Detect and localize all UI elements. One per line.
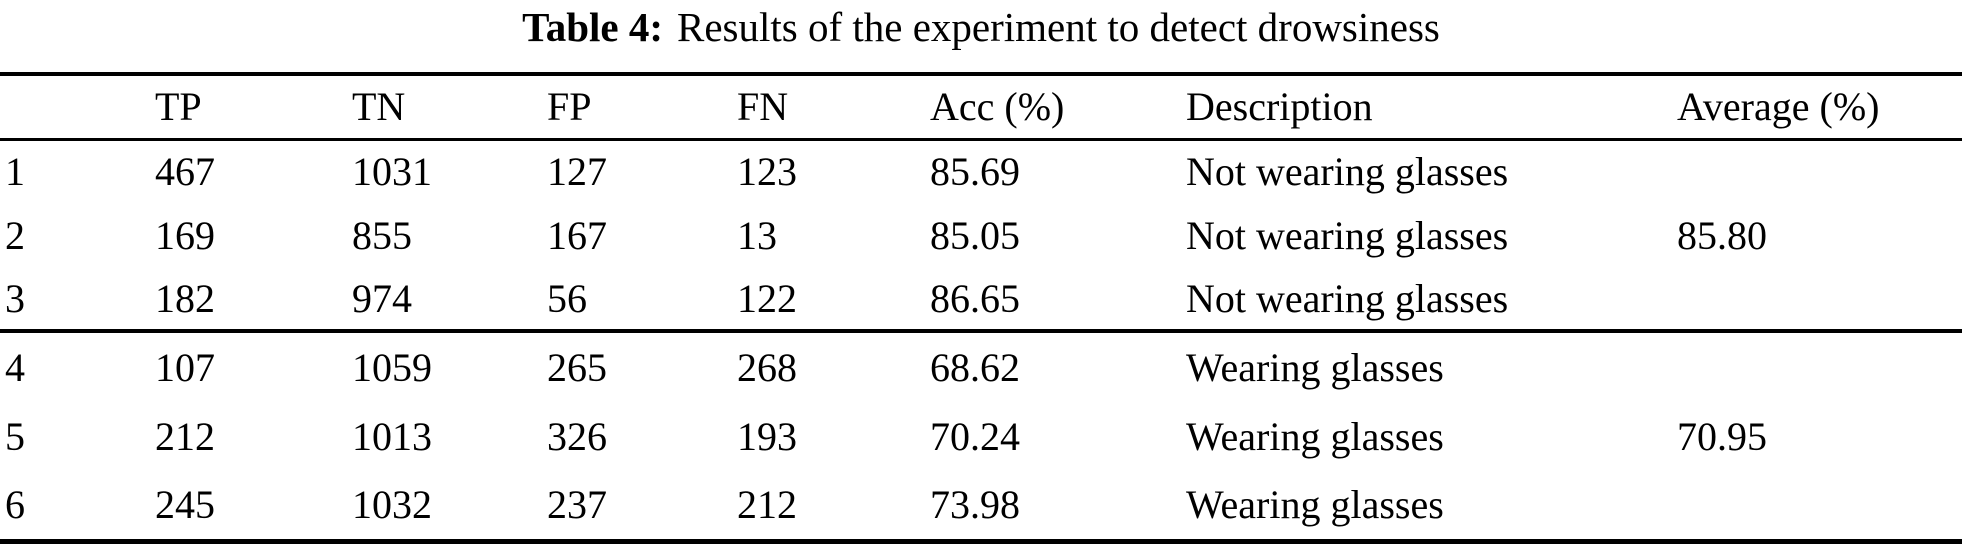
column-header: Acc (%) <box>930 84 1065 130</box>
table-cell: Not wearing glasses <box>1186 275 1509 321</box>
table-cell: 265 <box>547 344 607 390</box>
table-cell: 86.65 <box>930 275 1020 321</box>
column-header: Description <box>1186 84 1373 130</box>
group-wearing-glasses: 4 107 1059 265 268 68.62 Wearing glasses 5 212 10… <box>0 331 1962 541</box>
table-cell: 107 <box>155 344 215 390</box>
column-header: TP <box>155 84 202 130</box>
column-header: TN <box>352 84 406 130</box>
caption-label: Table 4: <box>522 4 663 50</box>
table-cell: 4 <box>5 344 25 390</box>
table-cell: Wearing glasses <box>1186 413 1444 459</box>
table-row: 3 182 974 56 122 86.65 Not wearing glasses <box>0 267 1962 331</box>
table-cell: Wearing glasses <box>1186 344 1444 390</box>
table-cell: 122 <box>737 275 797 321</box>
table-cell: 467 <box>155 149 215 195</box>
table-cell: 70.24 <box>930 413 1020 459</box>
table-cell <box>1677 139 1962 203</box>
results-table: TP TN FP FN Acc (%) Description Average (%) 1 4… <box>0 72 1962 544</box>
column-header: Average (%) <box>1677 84 1880 130</box>
table-row: 1 467 1031 127 123 85.69 Not wearing glasses <box>0 139 1962 203</box>
group-not-wearing-glasses: 1 467 1031 127 123 85.69 Not wearing glasses 2 1… <box>0 139 1962 331</box>
table-cell: 1013 <box>352 413 432 459</box>
table-cell: 73.98 <box>930 482 1020 528</box>
table-cell: 13 <box>737 212 777 258</box>
table-cell: 3 <box>5 275 25 321</box>
table-cell <box>1677 267 1962 331</box>
table-cell: 855 <box>352 212 412 258</box>
table-cell: 193 <box>737 413 797 459</box>
table-cell: 169 <box>155 212 215 258</box>
table-cell: 212 <box>737 482 797 528</box>
table-cell: 85.80 <box>1677 212 1767 258</box>
table-cell: 326 <box>547 413 607 459</box>
table-cell: 85.05 <box>930 212 1020 258</box>
table-cell: 2 <box>5 212 25 258</box>
table-cell: Not wearing glasses <box>1186 149 1509 195</box>
table-cell: 70.95 <box>1677 413 1767 459</box>
table-cell: 85.69 <box>930 149 1020 195</box>
table-row: 2 169 855 167 13 85.05 Not wearing glasses 85.8… <box>0 203 1962 267</box>
table-cell: 212 <box>155 413 215 459</box>
table-caption: Table 4: Results of the experiment to det… <box>0 0 1962 54</box>
table-cell: 1059 <box>352 344 432 390</box>
table-cell: 56 <box>547 275 587 321</box>
header-row: TP TN FP FN Acc (%) Description Average (%) <box>0 74 1962 139</box>
table-cell: 268 <box>737 344 797 390</box>
table-row: 4 107 1059 265 268 68.62 Wearing glasses <box>0 331 1962 401</box>
table-cell: 974 <box>352 275 412 321</box>
table-cell: 1 <box>5 149 25 195</box>
table-cell: 182 <box>155 275 215 321</box>
table-cell: 245 <box>155 482 215 528</box>
column-header: FN <box>737 84 789 130</box>
table-row: 5 212 1013 326 193 70.24 Wearing glasses 70.95 <box>0 401 1962 471</box>
table-cell: 127 <box>547 149 607 195</box>
table-cell <box>1677 471 1962 541</box>
table-cell: 237 <box>547 482 607 528</box>
table-cell: 1032 <box>352 482 432 528</box>
table-cell: 6 <box>5 482 25 528</box>
table-cell: 68.62 <box>930 344 1020 390</box>
table-cell: Wearing glasses <box>1186 482 1444 528</box>
column-header: FP <box>547 84 592 130</box>
table-cell: Not wearing glasses <box>1186 212 1509 258</box>
table-cell <box>1677 331 1962 401</box>
caption-text: Results of the experiment to detect drow… <box>677 4 1440 50</box>
table-cell: 1031 <box>352 149 432 195</box>
column-header <box>0 74 155 139</box>
table-cell: 167 <box>547 212 607 258</box>
table-cell: 123 <box>737 149 797 195</box>
table-cell: 5 <box>5 413 25 459</box>
table-row: 6 245 1032 237 212 73.98 Wearing glasses <box>0 471 1962 541</box>
